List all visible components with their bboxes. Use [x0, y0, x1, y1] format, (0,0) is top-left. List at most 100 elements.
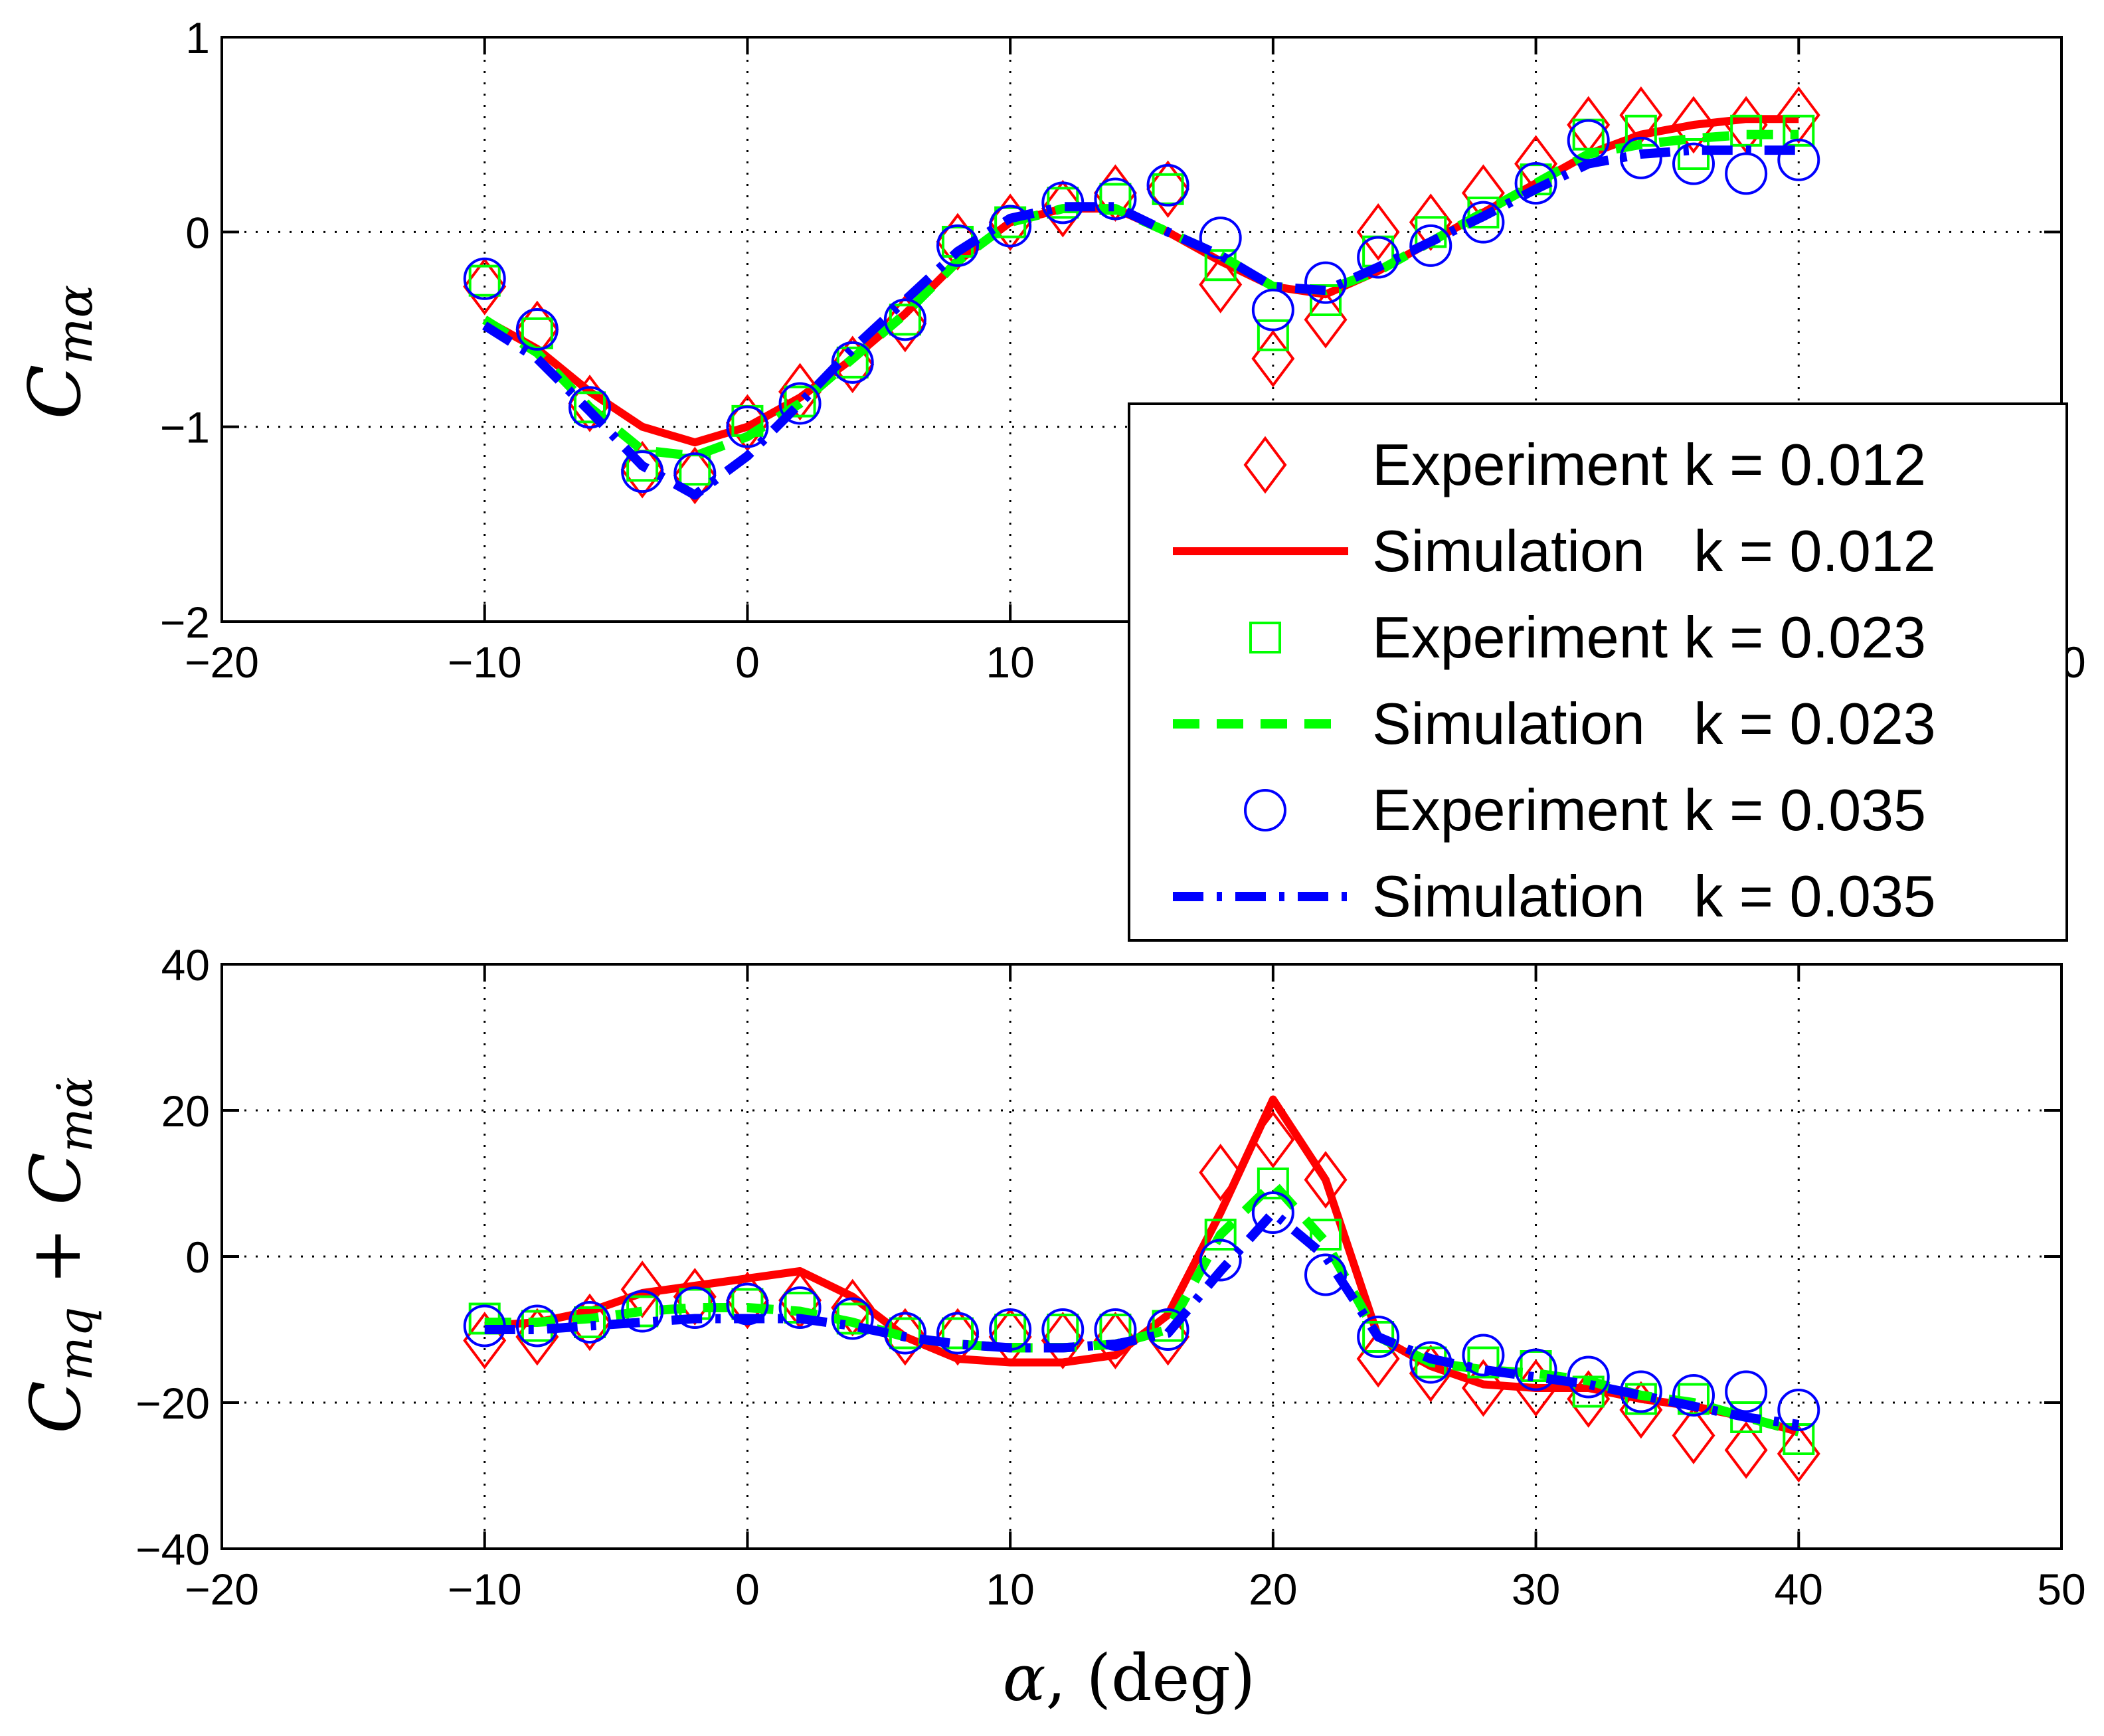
data-point-diamond: [1409, 193, 1452, 251]
data-point-square: [679, 454, 711, 486]
x-tick-label: 10: [986, 638, 1034, 687]
data-point-square: [468, 264, 501, 297]
y-tick-label: −40: [135, 1525, 210, 1574]
data-point-circle: [1672, 1374, 1715, 1417]
data-point-circle: [515, 308, 559, 351]
data-point-circle: [778, 1286, 822, 1329]
bottom-series: [463, 1095, 1820, 1483]
y-tick-label: −20: [135, 1379, 210, 1428]
data-point-square: [942, 1317, 974, 1349]
legend-label: Experiment k = 0.035: [1372, 777, 1926, 843]
data-point-square: [1310, 284, 1342, 316]
data-point-square: [784, 385, 816, 418]
x-tick-label: 20: [1249, 1565, 1297, 1614]
legend-label: Simulation k = 0.023: [1372, 691, 1936, 756]
data-point-square: [1310, 1219, 1342, 1251]
data-point-circle: [1462, 1334, 1505, 1377]
data-point-circle: [1094, 177, 1137, 220]
xlabel-rest: , (deg): [1046, 1641, 1256, 1715]
data-point-circle: [1251, 1191, 1294, 1234]
data-point-square: [1362, 1321, 1395, 1353]
legend-label: Simulation k = 0.012: [1372, 518, 1936, 584]
legend-entry: Experiment k = 0.023: [1249, 604, 1926, 670]
legend-label: Experiment k = 0.012: [1372, 432, 1926, 497]
data-point-circle: [1409, 224, 1452, 267]
series-simulation-k-=-0.035: [482, 145, 1799, 500]
data-point-circle: [673, 1286, 717, 1329]
top-y-axis-title-text: Cmα: [14, 285, 104, 420]
data-point-diamond: [1672, 1407, 1715, 1464]
data-point-circle: [1514, 162, 1557, 205]
data-point-circle: [1462, 201, 1505, 244]
legend-entry: Simulation k = 0.035: [1173, 863, 1936, 929]
data-point-circle: [936, 224, 979, 267]
data-point-circle: [1199, 217, 1242, 260]
data-point-circle: [621, 1290, 664, 1333]
xlabel-symbol: α: [1003, 1641, 1046, 1715]
data-point-diamond: [1724, 1421, 1768, 1479]
top-series: [463, 86, 1820, 505]
bottom-ylabel-op: +: [15, 1205, 96, 1307]
data-point-circle: [726, 405, 769, 448]
data-point-square: [1204, 1219, 1237, 1251]
legend-entries: Experiment k = 0.012 Simulation k = 0.012…: [1173, 432, 1936, 929]
data-point-diamond: [1777, 86, 1820, 144]
data-point-square: [1467, 197, 1500, 228]
data-point-diamond: [1199, 1144, 1243, 1201]
y-tick-label: −2: [160, 598, 210, 647]
data-point-diamond: [1356, 203, 1400, 261]
bottom-y-axis-title-text: Cmq + Cmα̇: [15, 1077, 103, 1433]
bottom-ylabel-b: C: [15, 1152, 96, 1205]
data-point-circle: [1619, 136, 1662, 179]
x-tick-label: −10: [448, 1565, 522, 1614]
data-point-circle: [778, 382, 822, 425]
data-point-circle: [1199, 1239, 1242, 1282]
data-point-square: [1520, 1350, 1552, 1382]
top-ylabel-symbol: C: [14, 365, 97, 420]
y-tick-label: −1: [160, 403, 210, 452]
data-point-circle: [569, 386, 611, 429]
x-tick-label: −10: [448, 638, 522, 687]
top-ylabel-sub: mα: [46, 285, 104, 365]
data-point-circle: [936, 1312, 979, 1355]
legend-entry: Simulation k = 0.012: [1173, 518, 1936, 584]
series-experiment-k-=-0.035: [463, 1191, 1820, 1431]
data-point-circle: [1146, 1308, 1189, 1351]
data-point-diamond: [1672, 96, 1715, 154]
data-point-square: [1152, 173, 1184, 205]
data-point-circle: [1777, 138, 1820, 181]
data-point-circle: [831, 341, 874, 384]
series-line: [484, 1179, 1800, 1436]
data-point-circle: [1304, 261, 1347, 304]
bottom-x-axis-title: α, (deg): [1003, 1641, 1255, 1715]
top-y-axis-title: Cmα: [14, 285, 104, 420]
series-simulation-k-=-0.023: [484, 1179, 1800, 1436]
x-tick-label: 0: [735, 638, 760, 687]
legend-circle-marker: [1244, 789, 1286, 831]
bottom-grid: [222, 964, 2061, 1549]
data-point-square: [889, 304, 921, 336]
legend-entry: Simulation k = 0.023: [1173, 691, 1936, 756]
x-tick-label: 0: [735, 1565, 760, 1614]
legend-entry: Experiment k = 0.012: [1243, 432, 1926, 497]
data-point-circle: [1251, 288, 1294, 331]
data-point-circle: [1777, 1389, 1820, 1431]
series-line: [482, 145, 1799, 500]
y-tick-label: 0: [185, 208, 210, 257]
y-tick-label: 20: [161, 1086, 210, 1136]
x-tick-label: 50: [2037, 1565, 2085, 1614]
x-tick-label: 30: [1512, 1565, 1560, 1614]
legend-diamond-marker: [1243, 436, 1287, 494]
x-tick-label: −20: [185, 638, 259, 687]
legend-entry: Experiment k = 0.035: [1244, 777, 1926, 843]
y-tick-label: 0: [185, 1233, 210, 1282]
data-point-square: [574, 391, 606, 424]
data-point-square: [1152, 1310, 1184, 1342]
data-point-circle: [1357, 1316, 1400, 1358]
bottom-y-axis-title: Cmq + Cmα̇: [15, 1077, 103, 1433]
data-point-square: [1257, 319, 1289, 351]
x-tick-label: 10: [986, 1565, 1034, 1614]
data-point-square: [1257, 1168, 1289, 1199]
